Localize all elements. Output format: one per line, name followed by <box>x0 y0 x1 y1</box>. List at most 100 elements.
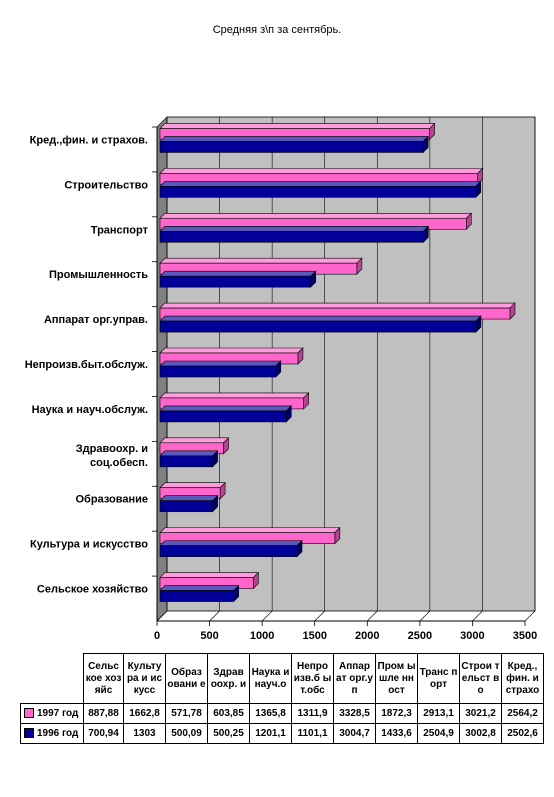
bar <box>159 141 424 153</box>
bar-top <box>159 212 473 219</box>
bar-top <box>159 315 482 322</box>
table-cell: 2913,1 <box>417 703 460 724</box>
tick-label: 1500 <box>302 630 326 642</box>
tick-label: 2500 <box>408 630 432 642</box>
bar <box>159 230 424 243</box>
table-header: Здрав оохр. и <box>207 653 250 704</box>
category-label: Наука и науч.обслуж. <box>32 404 148 416</box>
bar <box>159 500 213 513</box>
bar-top <box>159 168 484 174</box>
bar-top <box>159 257 363 264</box>
table-cell: 1311,9 <box>291 703 334 724</box>
bar-top <box>159 225 430 232</box>
bar-top <box>159 392 310 399</box>
table-cell: 1662,8 <box>123 703 166 724</box>
category-label: Образование <box>76 494 149 506</box>
table-header: Аппар ат орг.уп <box>333 653 376 704</box>
table-cell: 1433,6 <box>375 723 418 744</box>
table-cell: 603,85 <box>207 703 250 724</box>
table-cell: 2564,2 <box>501 703 544 724</box>
bar <box>159 410 287 423</box>
gridline-depth <box>524 610 536 622</box>
category-label: Непроизв.быт.обслуж. <box>25 359 148 371</box>
gridline-depth <box>419 610 431 622</box>
legend-entry-1996: 1996 год <box>20 723 84 744</box>
bar <box>159 275 312 288</box>
table-header-row: Сельс кое хозяйс Культу ра и искусс Обра… <box>20 653 544 704</box>
table-cell: 3002,8 <box>459 723 502 744</box>
table-header: Строи тельст во <box>459 653 502 704</box>
gridline-depth <box>472 610 483 622</box>
bar-top <box>159 405 293 412</box>
table-cell: 3328,5 <box>333 703 376 724</box>
table-cell: 500,25 <box>207 723 250 744</box>
table-row: 1996 год 700,94 1303 500,09 500,25 1201,… <box>20 723 544 744</box>
tick-label: 1000 <box>250 630 274 642</box>
tick-label: 0 <box>154 630 160 642</box>
bar-top <box>159 181 482 187</box>
table-header: Наука и науч.о <box>249 653 292 704</box>
table-cell: 1872,3 <box>375 703 418 724</box>
row-label: 1997 год <box>37 708 79 719</box>
category-label: Транспорт <box>91 224 149 236</box>
bar-top <box>159 437 230 444</box>
table-cell: 3004,7 <box>333 723 376 744</box>
table-header: Образ овани е <box>165 653 208 704</box>
table-header: Непро изв.б ыт.обс <box>291 653 334 704</box>
bar-top <box>159 450 219 457</box>
table-header: Кред., фин. и страхо <box>501 653 544 704</box>
bar-top <box>159 527 341 533</box>
bar-top <box>159 136 429 142</box>
table-corner <box>20 653 84 704</box>
table-cell: 2502,6 <box>501 723 544 744</box>
gridline-depth <box>367 610 378 622</box>
category-label: Аппарат орг.управ. <box>44 314 148 326</box>
table-cell: 3021,2 <box>459 703 502 724</box>
table-cell: 1365,8 <box>249 703 292 724</box>
table-cell: 1303 <box>123 723 166 744</box>
category-label: Здравоохр. и соц.обесп. <box>76 443 148 469</box>
category-label: Строительство <box>64 179 148 191</box>
table-header: Сельс кое хозяйс <box>83 653 124 704</box>
bar <box>159 320 477 333</box>
category-label: Сельское хозяйство <box>37 584 148 596</box>
bar-top <box>159 585 240 591</box>
row-label: 1996 год <box>37 728 79 739</box>
bar <box>159 590 234 602</box>
table-header: Пром ышле нност <box>375 653 418 704</box>
bar-top <box>159 495 219 502</box>
bar-top <box>159 360 282 367</box>
bar-top <box>159 482 226 489</box>
table-cell: 571,78 <box>165 703 208 724</box>
tick-label: 2000 <box>355 630 379 642</box>
table-row: 1997 год 887,88 1662,8 571,78 603,85 136… <box>20 703 544 724</box>
bar <box>159 455 213 468</box>
table-cell: 700,94 <box>83 723 124 744</box>
table-cell: 887,88 <box>83 703 124 724</box>
bar <box>159 186 477 198</box>
table-cell: 500,09 <box>165 723 208 744</box>
table-cell: 1101,1 <box>291 723 334 744</box>
category-label: Кред.,фин. и страхов. <box>30 134 148 146</box>
bar-chart: 0 500 1000 1500 2000 2500 3000 3500 Кред.,фин. и… <box>25 116 537 642</box>
bar-top <box>159 270 317 277</box>
table-header: Культу ра и искусс <box>123 653 166 704</box>
table-header: Транс порт <box>417 653 460 704</box>
tick-label: 3500 <box>513 630 537 642</box>
category-label: Культура и искусство <box>30 539 148 551</box>
bar <box>159 365 277 378</box>
bar <box>159 545 298 557</box>
gridline-depth <box>156 610 168 622</box>
legend-key-1996 <box>24 728 34 739</box>
bar-top <box>159 540 303 546</box>
gridline-depth <box>261 610 273 622</box>
bar-top <box>159 347 304 354</box>
category-label: Промышленность <box>49 269 148 281</box>
tick-label: 500 <box>200 630 218 642</box>
gridline-depth <box>314 610 325 622</box>
table-cell: 1201,1 <box>249 723 292 744</box>
data-table: Сельс кое хозяйс Культу ра и искусс Обра… <box>20 653 544 744</box>
bar-top <box>159 302 516 309</box>
gridline-depth <box>209 610 220 622</box>
legend-entry-1997: 1997 год <box>20 703 84 724</box>
